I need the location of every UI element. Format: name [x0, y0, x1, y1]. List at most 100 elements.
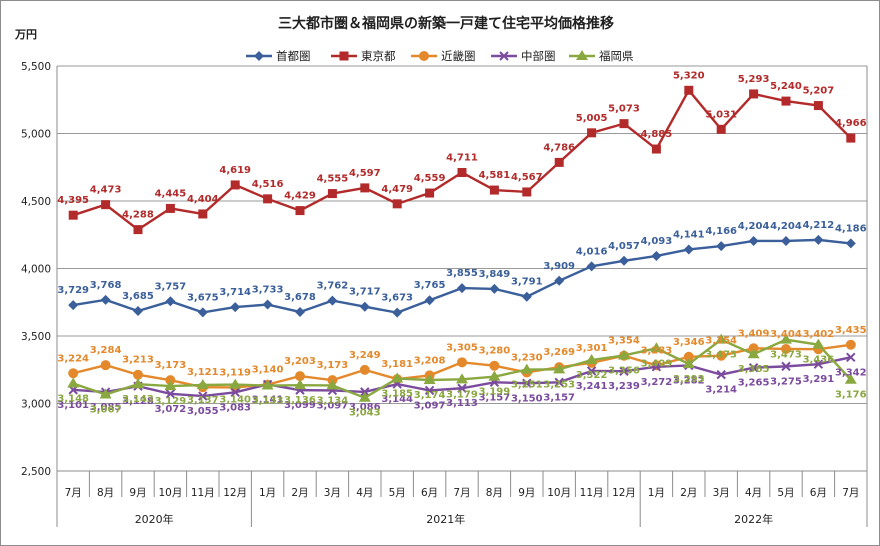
data-label: 3,173 — [317, 360, 349, 371]
data-label: 4,212 — [803, 220, 835, 231]
data-point — [619, 366, 629, 376]
data-label: 3,214 — [705, 385, 737, 396]
marker-stroke — [781, 361, 791, 372]
data-label: 3,140 — [219, 395, 251, 406]
marker-stroke — [651, 362, 662, 372]
data-label: 4,597 — [349, 168, 381, 179]
data-label: 3,157 — [479, 392, 511, 403]
axes: 2,500 3,000 3,500 4,000 4,500 5,000 5,500 7月 8月 9… — [21, 61, 868, 527]
data-label: 3,085 — [90, 402, 122, 413]
data-point — [489, 283, 500, 294]
data-point — [295, 306, 305, 317]
data-label: 4,288 — [122, 210, 154, 221]
data-label: 3,137 — [187, 395, 219, 406]
data-point — [457, 357, 467, 368]
data-label: 3,043 — [349, 408, 381, 419]
data-label: 3,685 — [122, 291, 154, 302]
legend-item: 首都圏 — [246, 49, 311, 63]
data-label: 4,473 — [90, 185, 122, 196]
data-point — [198, 209, 208, 219]
data-label: 3,342 — [835, 367, 867, 378]
data-point — [554, 275, 565, 286]
marker-stroke — [424, 385, 435, 396]
marker-stroke — [586, 366, 597, 376]
data-label: 3,072 — [155, 404, 187, 415]
data-point — [294, 379, 306, 390]
data-point — [101, 200, 111, 210]
legend-item: 福岡県 — [569, 49, 634, 63]
x-tick-label: 12月 — [612, 487, 636, 499]
y-tick-label: 5,000 — [21, 129, 51, 141]
legend-label: 中部圏 — [521, 49, 556, 63]
data-label: 3,239 — [608, 381, 640, 392]
data-point — [554, 377, 564, 388]
data-point — [359, 364, 370, 375]
x-year-label: 2022年 — [734, 512, 773, 526]
marker-stroke — [165, 389, 176, 399]
data-point — [716, 241, 727, 252]
marker-stroke — [748, 363, 759, 373]
data-label: 3,097 — [414, 400, 446, 411]
data-label: 3,717 — [349, 287, 381, 298]
data-point — [522, 187, 532, 197]
data-point — [813, 359, 824, 369]
data-label: 4,057 — [608, 241, 640, 252]
data-point — [650, 342, 663, 353]
data-label: 3,714 — [219, 287, 251, 298]
data-label: 4,567 — [511, 172, 543, 183]
data-point — [651, 362, 662, 372]
data-point — [748, 363, 759, 373]
data-point — [586, 366, 597, 376]
data-point — [522, 378, 532, 388]
data-label: 3,144 — [381, 394, 413, 405]
data-label: 4,581 — [479, 170, 511, 181]
data-label: 5,207 — [803, 86, 835, 97]
x-tick-label: 10月 — [158, 487, 182, 499]
data-label: 3,436 — [803, 355, 835, 366]
data-label: 3,849 — [479, 269, 511, 280]
data-label: 3,133 — [252, 396, 284, 407]
y-axis-unit-label: 万円 — [14, 28, 37, 41]
legend-label: 近畿圏 — [441, 49, 476, 63]
data-point — [295, 206, 305, 216]
legend-label: 福岡県 — [599, 49, 634, 63]
data-label: 3,253 — [543, 379, 575, 390]
data-label: 4,711 — [446, 153, 478, 164]
data-point — [749, 89, 759, 99]
data-label: 3,086 — [349, 402, 381, 413]
legend-item: 中部圏 — [491, 49, 556, 63]
data-point — [521, 291, 532, 302]
data-label: 4,204 — [770, 221, 802, 232]
data-label: 3,176 — [835, 390, 867, 401]
data-point — [99, 388, 112, 399]
data-label: 3,365 — [738, 364, 770, 375]
data-label: 3,119 — [219, 367, 251, 378]
marker-stroke — [554, 377, 564, 388]
data-label: 3,855 — [446, 268, 478, 279]
data-label: 3,293 — [673, 374, 705, 385]
data-label: 3,729 — [57, 285, 89, 296]
data-label: 3,402 — [803, 329, 835, 340]
data-point — [67, 377, 80, 388]
data-label: 3,409 — [738, 328, 770, 339]
data-point — [165, 203, 175, 213]
data-point — [425, 188, 435, 198]
data-point — [683, 244, 694, 255]
data-point — [68, 368, 79, 379]
data-point — [198, 391, 208, 401]
x-tick-label: 4月 — [356, 487, 373, 499]
legend-marker — [499, 51, 509, 61]
data-point — [68, 300, 79, 311]
data-label: 3,265 — [738, 378, 770, 389]
data-label: 3,067 — [90, 404, 122, 415]
data-label: 3,354 — [608, 336, 640, 347]
data-point — [261, 379, 274, 390]
data-label: 3,282 — [673, 375, 705, 386]
data-label: 4,093 — [641, 236, 673, 247]
data-point — [360, 183, 370, 193]
series-5 — [67, 333, 857, 402]
data-label: 3,473 — [770, 350, 802, 361]
data-label: 4,141 — [673, 229, 705, 240]
